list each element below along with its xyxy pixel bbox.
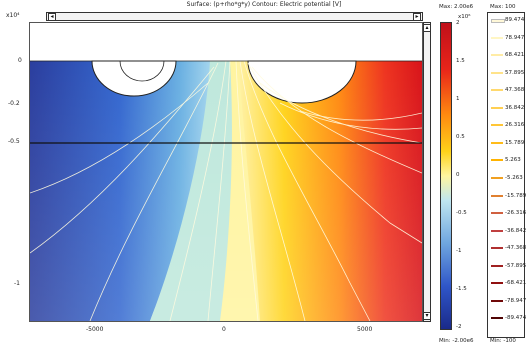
- contour-swatch: [491, 177, 503, 179]
- contour-swatch: [491, 317, 503, 320]
- x-tick-label: 5000: [357, 326, 373, 333]
- contour-min-label: Min: -100: [490, 338, 516, 344]
- x-tick-label: -5000: [86, 326, 104, 333]
- contour-swatch: [491, 212, 503, 215]
- contour-swatch: [491, 71, 503, 74]
- contour-label: -36.842: [505, 227, 527, 234]
- y-tick-label: -0.5: [8, 138, 20, 145]
- upper-air-region: [30, 23, 422, 61]
- contour-legend: 89.474 78.947 68.421 57.895 47.368 36.842 26.…: [487, 12, 527, 338]
- y-tick-label: -0.2: [8, 100, 20, 107]
- contour-swatch: [491, 124, 503, 127]
- contour-label: -47.368: [505, 245, 527, 252]
- colorbar-tick: -1.5: [456, 286, 467, 292]
- contour-label: -26.316: [505, 210, 527, 217]
- contour-label: -89.474: [505, 315, 527, 322]
- colorbar-tick: 1.5: [456, 58, 465, 64]
- contour-label: -57.895: [505, 262, 527, 269]
- contour-lines: [30, 60, 422, 321]
- horizontal-scrollbar[interactable]: ◂ ▸: [46, 12, 423, 21]
- colorbar-tick: -0.5: [456, 210, 467, 216]
- y-axis-exponent: x10⁴: [6, 12, 20, 19]
- y-tick-label: -1: [14, 280, 20, 287]
- contour-label: 15.789: [505, 139, 525, 146]
- plot-area[interactable]: [29, 22, 423, 322]
- field-plot-svg: [30, 23, 422, 321]
- contour-label: 47.368: [505, 87, 525, 94]
- plot-title: Surface: (p+rho*g*y) Contour: Electric p…: [186, 1, 342, 8]
- contour-swatch: [491, 89, 503, 92]
- contour-swatch: [491, 264, 503, 267]
- vertical-scrollbar[interactable]: ▴ ▾: [423, 22, 431, 322]
- colorbar-tick: 0.5: [456, 134, 465, 140]
- contour-label: -78.947: [505, 297, 527, 304]
- contour-max-label: Max: 100: [490, 4, 516, 10]
- colorbar-max-label: Max: 2.00e6: [439, 4, 474, 10]
- contour-swatch: [491, 54, 503, 57]
- contour-label: 78.947: [505, 34, 525, 41]
- y-tick-label: 0: [18, 57, 22, 64]
- contour-label: 89.474: [505, 17, 525, 23]
- surface-colorbar: [440, 22, 452, 330]
- contour-swatch: [491, 19, 505, 23]
- contour-swatch: [491, 247, 503, 250]
- contour-label: -15.789: [505, 192, 527, 199]
- contour-swatch: [491, 229, 503, 232]
- contour-swatch: [491, 106, 503, 109]
- contour-label: -5.263: [505, 175, 523, 181]
- colorbar-tick: -2: [456, 324, 462, 330]
- colorbar-tick: 2: [456, 20, 460, 26]
- scroll-right-button[interactable]: ▸: [413, 13, 421, 21]
- contour-label: 57.895: [505, 69, 525, 76]
- colorbar-exponent: x10⁶: [458, 14, 471, 20]
- contour-swatch: [491, 194, 503, 197]
- contour-label: 36.842: [505, 104, 525, 111]
- right-electrode: [247, 60, 357, 104]
- scroll-up-button[interactable]: ▴: [423, 24, 431, 32]
- contour-label: -68.421: [505, 280, 527, 287]
- scroll-left-button[interactable]: ◂: [48, 13, 56, 21]
- contour-swatch: [491, 299, 503, 302]
- x-tick-label: 0: [222, 326, 226, 333]
- contour-swatch: [491, 282, 503, 285]
- colorbar-tick: 1: [456, 96, 460, 102]
- colorbar-tick: 0: [456, 172, 460, 178]
- contour-label: 5.263: [505, 157, 521, 164]
- contour-swatch: [491, 36, 503, 39]
- contour-swatch: [491, 159, 503, 162]
- contour-label: 26.316: [505, 122, 525, 129]
- colorbar-tick: -1: [456, 248, 462, 254]
- contour-swatch: [491, 141, 503, 144]
- colorbar-min-label: Min: -2.00e6: [439, 338, 474, 344]
- contour-label: 68.421: [505, 52, 525, 59]
- scroll-down-button[interactable]: ▾: [423, 312, 431, 320]
- left-electrode: [91, 60, 177, 97]
